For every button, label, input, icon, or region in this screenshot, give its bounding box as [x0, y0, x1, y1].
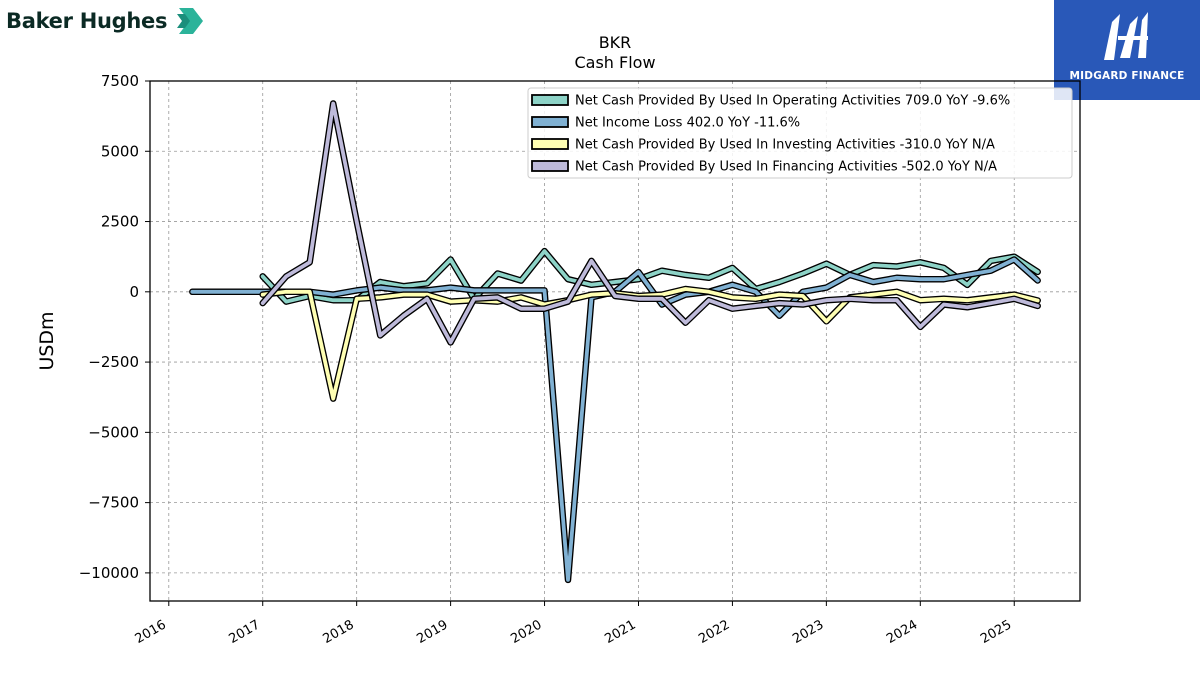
legend-box: [527, 87, 1073, 179]
x-tick-label: 2021: [602, 617, 638, 647]
x-tick-label: 2019: [414, 617, 450, 647]
series-net_income: [189, 256, 1041, 584]
legend-label: Net Cash Provided By Used In Operating A…: [575, 94, 1010, 109]
series-line: [260, 101, 1040, 345]
series-investing: [259, 285, 1041, 402]
x-tick-label: 2017: [227, 617, 263, 647]
y-tick-label: −7500: [88, 494, 139, 512]
y-tick-label: −10000: [79, 564, 139, 582]
legend-swatch: [531, 160, 569, 172]
series-operating: [259, 247, 1041, 305]
midgard-finance-wordmark: MIDGARD FINANCE: [1069, 70, 1185, 82]
y-axis-label: USDm: [36, 311, 58, 370]
legend-label: Net Cash Provided By Used In Investing A…: [575, 138, 995, 153]
series-line: [190, 257, 1040, 582]
series-line: [260, 249, 1040, 304]
midgard-monogram-icon: [1104, 12, 1148, 60]
y-tick-label: −2500: [88, 353, 139, 371]
chart-title: BKR: [599, 33, 632, 52]
baker-hughes-wordmark: Baker Hughes: [6, 9, 168, 33]
series-financing: [259, 100, 1041, 346]
midgard-finance-logo: MIDGARD FINANCE: [1054, 0, 1200, 100]
series-lines: [189, 100, 1041, 584]
legend-swatch: [531, 116, 569, 128]
legend-swatch: [531, 138, 569, 150]
y-tick-label: 2500: [101, 213, 139, 231]
baker-hughes-logo: Baker Hughes: [6, 4, 207, 38]
legend-label: Net Cash Provided By Used In Financing A…: [575, 160, 997, 175]
x-tick-label: 2018: [321, 617, 357, 647]
legend-swatch: [531, 94, 569, 106]
chart-subtitle: Cash Flow: [574, 53, 655, 72]
legend-label: Net Income Loss 402.0 YoY -11.6%: [575, 116, 800, 131]
y-tick-label: −5000: [88, 423, 139, 441]
y-tick-label: 5000: [101, 142, 139, 160]
x-tick-label: 2020: [508, 617, 544, 647]
y-tick-label: 0: [129, 283, 139, 301]
y-tick-label: 7500: [101, 72, 139, 90]
x-tick-label: 2023: [790, 617, 826, 647]
legend: Net Cash Provided By Used In Operating A…: [527, 87, 1073, 179]
x-tick-label: 2016: [133, 617, 169, 647]
x-tick-label: 2022: [696, 617, 732, 647]
plot-frame: [149, 80, 1081, 602]
x-tick-label: 2024: [884, 617, 920, 647]
baker-hughes-chevron-icon: [177, 8, 204, 34]
series-line: [260, 287, 1040, 401]
series-outline: [259, 285, 1041, 402]
x-tick-label: 2025: [978, 617, 1014, 647]
series-outline: [189, 256, 1041, 584]
